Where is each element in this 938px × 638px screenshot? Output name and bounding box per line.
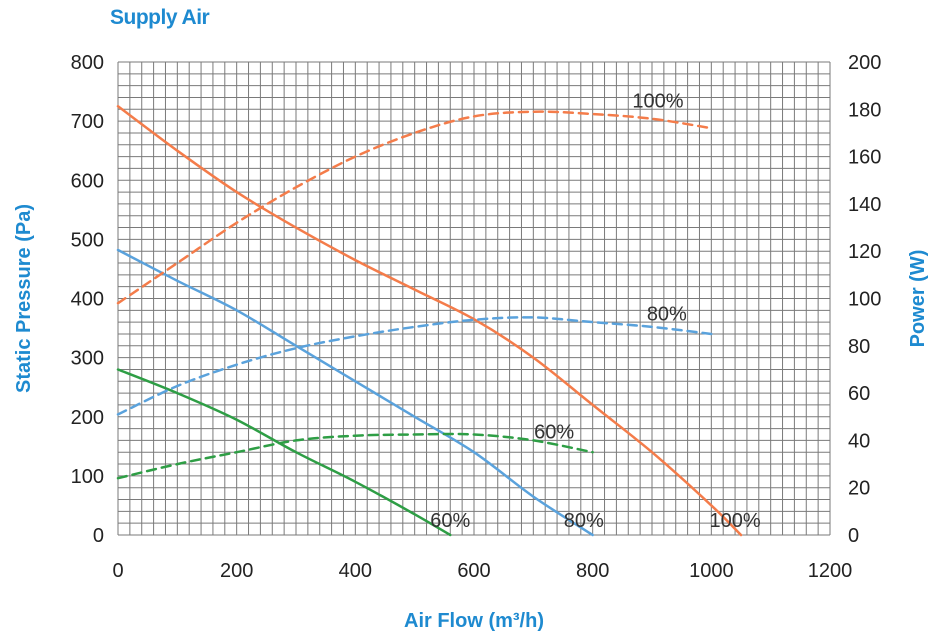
y-right-tick-label: 20: [848, 478, 870, 500]
pressure-curve-60pct: [116, 368, 452, 537]
x-tick-label: 0: [112, 560, 123, 582]
y-left-tick-label: 700: [71, 111, 104, 133]
y-left-tick-label: 300: [71, 348, 104, 370]
y-right-tick-label: 0: [848, 525, 859, 547]
power-curve-60pct: [116, 432, 594, 480]
y-right-tick-label: 180: [848, 99, 881, 121]
y-right-tick-label: 80: [848, 336, 870, 358]
chart-title: Supply Air: [110, 6, 210, 29]
y-right-tick-label: 120: [848, 241, 881, 263]
y-left-tick-label: 600: [71, 170, 104, 192]
x-tick-label: 1200: [808, 560, 853, 582]
x-tick-label: 400: [339, 560, 372, 582]
x-tick-label: 1000: [689, 560, 734, 582]
curve-annotation: 100%: [632, 90, 683, 112]
power-curve-80pct: [116, 316, 713, 416]
curve-annotation: 80%: [564, 510, 604, 532]
y-left-tick-label: 800: [71, 52, 104, 74]
curve-annotation: 60%: [430, 510, 470, 532]
y-right-tick-label: 140: [848, 194, 881, 216]
pressure-curve-100pct: [116, 105, 743, 537]
y-left-tick-label: 100: [71, 466, 104, 488]
y-right-tick-label: 100: [848, 289, 881, 311]
y-right-tick-label: 60: [848, 383, 870, 405]
y-left-tick-label: 500: [71, 229, 104, 251]
y-right-axis-label: Power (W): [907, 250, 929, 348]
y-left-tick-label: 200: [71, 407, 104, 429]
y-left-axis-label: Static Pressure (Pa): [13, 204, 35, 393]
y-left-tick-label: 0: [93, 525, 104, 547]
x-axis-label: Air Flow (m³/h): [404, 610, 544, 632]
pressure-curve-80pct: [116, 248, 594, 537]
curve-annotation: 100%: [709, 510, 760, 532]
y-right-tick-label: 160: [848, 147, 881, 169]
x-tick-label: 200: [220, 560, 253, 582]
curve-annotation: 60%: [534, 422, 574, 444]
x-tick-label: 800: [576, 560, 609, 582]
curve-annotation: 80%: [647, 303, 687, 325]
y-right-tick-label: 200: [848, 52, 881, 74]
power-curve-100pct: [116, 110, 713, 305]
y-right-tick-label: 40: [848, 430, 870, 452]
x-tick-label: 600: [457, 560, 490, 582]
y-left-tick-label: 400: [71, 289, 104, 311]
